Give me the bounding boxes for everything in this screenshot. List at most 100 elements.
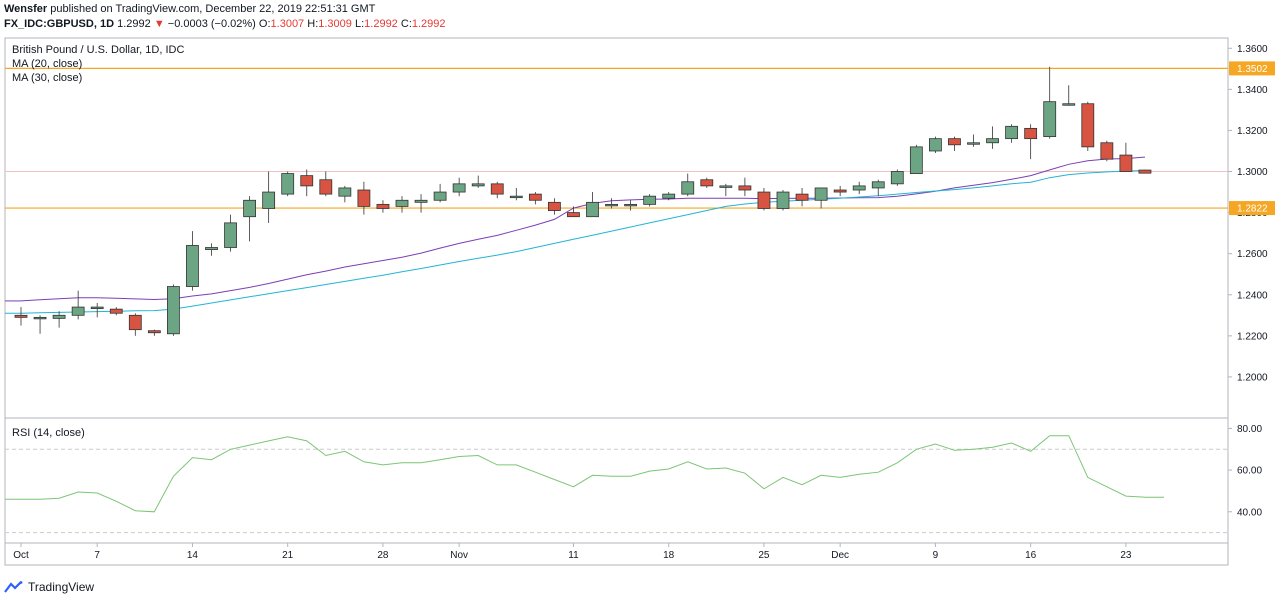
candle-body xyxy=(414,199,428,203)
rsi-tick-label: 80.00 xyxy=(1237,424,1262,435)
candle-body xyxy=(1062,103,1076,106)
candle-body xyxy=(929,138,942,152)
price-change: −0.0003 (−0.02%) xyxy=(167,18,256,30)
candle-body xyxy=(205,247,218,250)
candle-body xyxy=(757,191,771,209)
candle-body xyxy=(433,191,447,201)
tradingview-brand: TradingView xyxy=(28,580,95,594)
price-tick-label: 1.3000 xyxy=(1237,167,1268,178)
time-tick-label: 7 xyxy=(94,550,100,561)
author-name[interactable]: Wensfer xyxy=(4,3,48,15)
price-tick-label: 1.3600 xyxy=(1237,44,1268,55)
tradingview-logo-icon xyxy=(4,581,23,593)
candle-body xyxy=(452,183,466,193)
candle-body xyxy=(814,187,828,201)
candle-body xyxy=(52,314,66,319)
candle-body xyxy=(967,142,980,145)
candle-body xyxy=(471,183,485,187)
price-tick-label: 1.2000 xyxy=(1237,372,1268,383)
candle-body xyxy=(262,191,276,209)
last-price: 1.2992 xyxy=(117,18,151,30)
candle-body xyxy=(567,212,580,218)
candle-body xyxy=(243,199,257,218)
level-tag xyxy=(1229,61,1275,76)
candle-body xyxy=(109,308,123,314)
chart-frame xyxy=(4,37,1229,566)
candle-body xyxy=(1005,125,1018,140)
time-tick-label: 9 xyxy=(933,550,939,561)
price-tick-label: 1.2400 xyxy=(1237,290,1268,301)
candle-body xyxy=(948,138,961,146)
low-label: L: xyxy=(354,18,365,30)
time-tick-label: 18 xyxy=(663,550,675,561)
time-tick-label: 14 xyxy=(187,550,199,561)
time-tick-label: Oct xyxy=(13,550,29,561)
candle-body xyxy=(1100,142,1114,160)
time-tick-label: 25 xyxy=(758,550,770,561)
time-tick-label: 21 xyxy=(282,550,294,561)
close-label: C: xyxy=(400,18,412,30)
down-arrow-icon: ▼ xyxy=(153,18,165,30)
candle-body xyxy=(71,306,85,316)
candle-body xyxy=(1119,154,1133,172)
ma30-legend: MA (30, close) xyxy=(12,72,82,84)
candle-body xyxy=(624,203,637,207)
high-value: 1.3009 xyxy=(318,18,352,30)
candle-body xyxy=(14,314,28,318)
symbol-label: FX_IDC:GBPUSD, 1D xyxy=(4,18,115,30)
ma20-line xyxy=(20,156,1146,302)
candle-body xyxy=(128,314,142,331)
candle-body xyxy=(605,203,618,207)
candle-body xyxy=(719,185,733,188)
candle-body xyxy=(357,189,371,207)
candle-body xyxy=(395,199,409,207)
close-value: 1.2992 xyxy=(411,18,446,30)
candle-body xyxy=(681,181,695,195)
level-tag xyxy=(1229,201,1275,216)
candle-body xyxy=(871,181,885,189)
candle-body xyxy=(548,201,561,211)
candle-body xyxy=(319,179,333,195)
candle-body xyxy=(338,187,352,197)
candle-body xyxy=(586,201,599,218)
rsi-line xyxy=(21,435,1164,513)
candle-body xyxy=(852,185,866,191)
time-tick-label: 11 xyxy=(568,550,579,561)
candle-body xyxy=(509,195,523,199)
price-tick-label: 1.2200 xyxy=(1237,331,1268,342)
candle-body xyxy=(986,138,999,144)
high-label: H: xyxy=(307,18,319,30)
candle-body xyxy=(795,193,809,201)
candle-body xyxy=(376,203,390,209)
candle-body xyxy=(890,171,904,185)
level-tag-label: 1.3502 xyxy=(1237,64,1268,75)
ma30-line xyxy=(20,170,1146,314)
candle-body xyxy=(300,175,314,187)
candle-body xyxy=(490,183,504,195)
candle-body xyxy=(1138,169,1152,174)
quote-line: FX_IDC:GBPUSD, 1D 1.2992 ▼ −0.0003 (−0.0… xyxy=(4,18,446,30)
price-tick-label: 1.3200 xyxy=(1237,126,1268,137)
candle-body xyxy=(166,286,180,335)
publish-info: Wensfer published on TradingView.com, De… xyxy=(4,3,375,15)
candle-body xyxy=(186,245,199,287)
rsi-tick-label: 60.00 xyxy=(1237,466,1262,477)
level-tag-label: 1.2822 xyxy=(1237,204,1268,215)
ma20-legend: MA (20, close) xyxy=(12,58,82,70)
tradingview-footer[interactable]: TradingView xyxy=(4,580,94,594)
candle-body xyxy=(776,191,790,209)
candle-body xyxy=(1043,101,1057,137)
published-text: published on TradingView.com, December 2… xyxy=(50,3,376,15)
candle-body xyxy=(643,195,657,205)
open-value: 1.3007 xyxy=(270,18,305,30)
price-pane-title: British Pound / U.S. Dollar, 1D, IDC xyxy=(12,44,184,56)
candle-body xyxy=(738,185,752,191)
price-tick-label: 1.3400 xyxy=(1237,85,1268,96)
rsi-pane-title: RSI (14, close) xyxy=(12,427,85,439)
low-value: 1.2992 xyxy=(364,18,398,30)
time-tick-label: 28 xyxy=(377,550,389,561)
rsi-tick-label: 40.00 xyxy=(1237,507,1262,518)
candle-body xyxy=(90,306,104,309)
time-tick-label: Nov xyxy=(450,550,468,561)
